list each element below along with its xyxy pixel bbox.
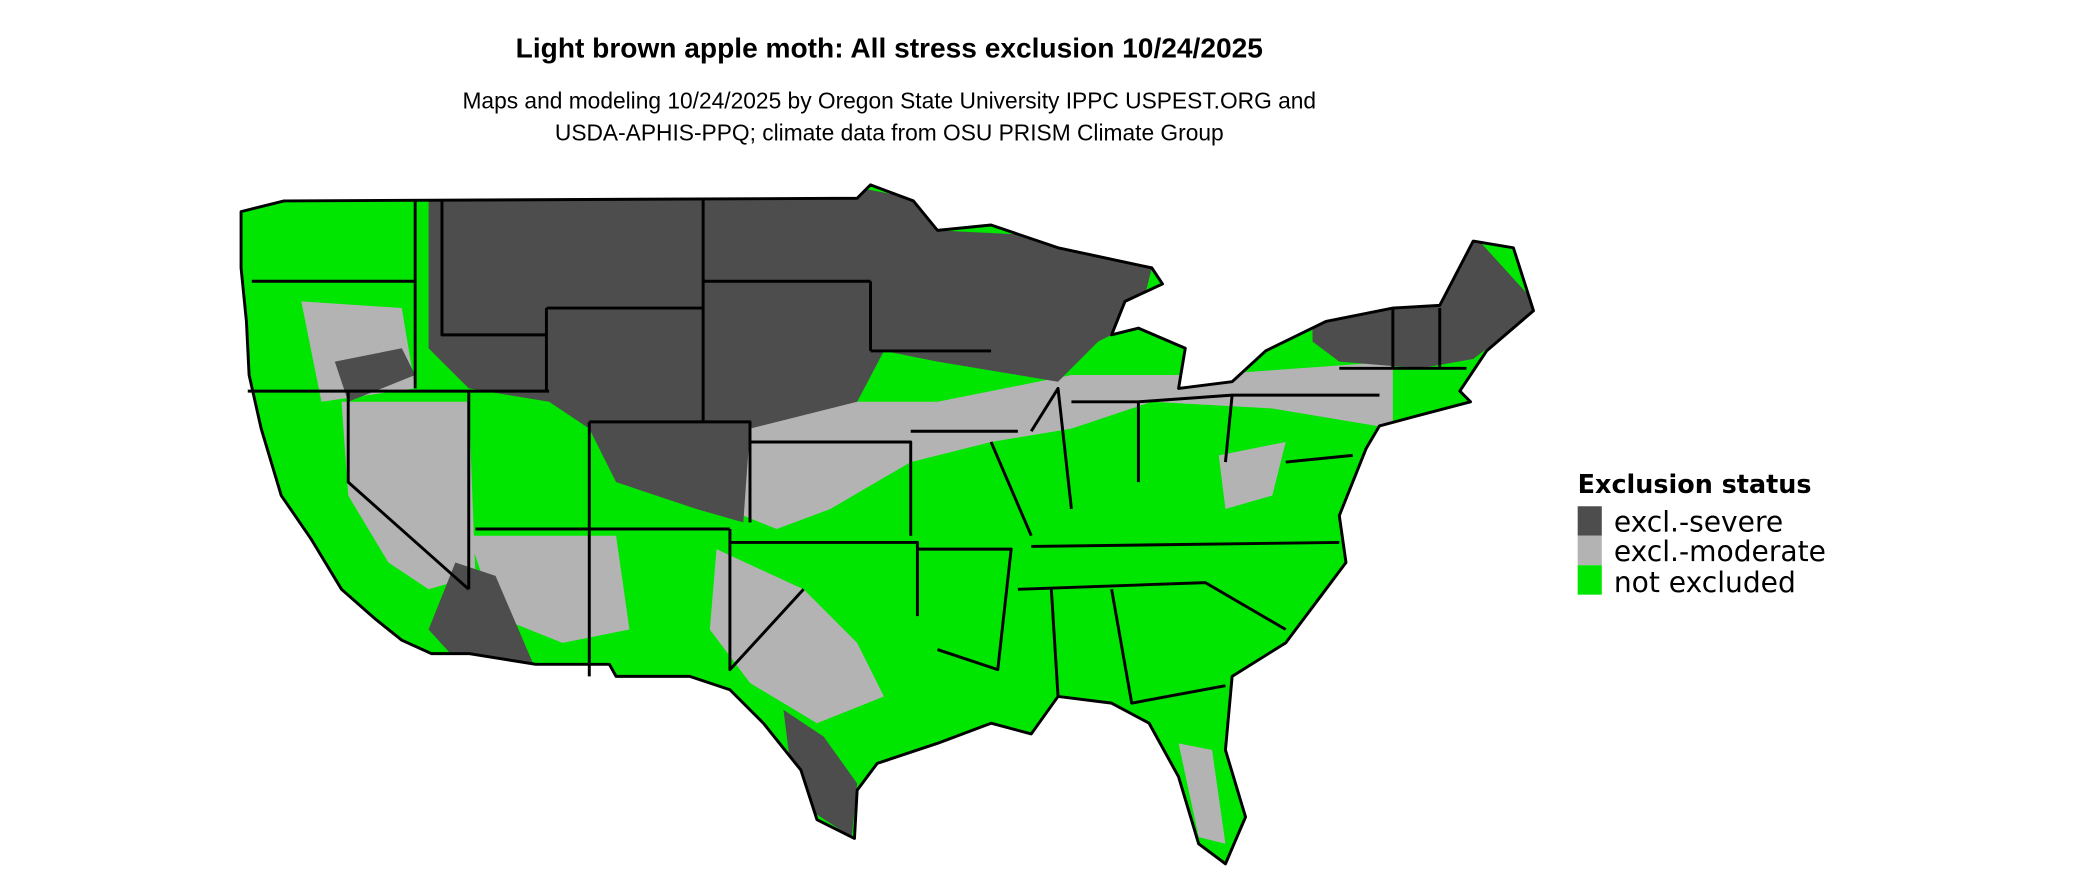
exclusion-raster <box>241 184 1534 864</box>
region-excl-moderate <box>301 301 1393 844</box>
legend-title: Exclusion status <box>1578 469 1812 499</box>
legend-swatch-moderate <box>1577 535 1602 566</box>
map-title: Light brown apple moth: All stress exclu… <box>516 33 1263 64</box>
legend: Exclusion status excl.-severe excl.-mode… <box>1577 469 1826 599</box>
legend-swatch-severe <box>1577 506 1602 536</box>
region-excl-severe <box>334 187 1534 838</box>
map-subtitle-line1: Maps and modeling 10/24/2025 by Oregon S… <box>462 88 1316 114</box>
map-subtitle-line2: USDA-APHIS-PPQ; climate data from OSU PR… <box>555 120 1224 146</box>
state-borders <box>239 183 1535 866</box>
legend-swatch-not-excluded <box>1577 565 1602 595</box>
legend-label-moderate: excl.-moderate <box>1614 535 1826 568</box>
legend-label-not-excluded: not excluded <box>1614 566 1796 599</box>
legend-label-severe: excl.-severe <box>1614 506 1783 539</box>
